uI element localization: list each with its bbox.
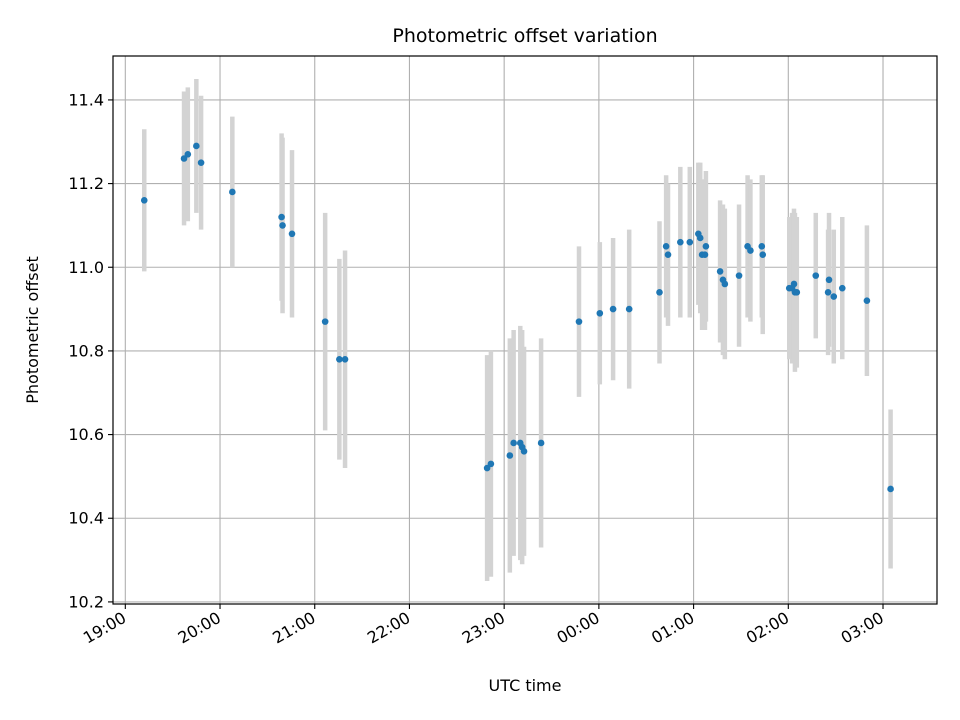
data-point xyxy=(793,289,801,296)
x-axis-label: UTC time xyxy=(489,676,562,695)
data-point xyxy=(520,448,528,455)
y-tick-label: 11.4 xyxy=(68,90,104,109)
data-point xyxy=(686,238,694,246)
data-point xyxy=(483,464,491,472)
data-point xyxy=(321,318,329,325)
y-axis-ticks: 10.2 10.4 10.6 10.8 11.0 11.2 11.4 xyxy=(68,90,113,611)
data-point xyxy=(506,452,514,459)
data-point xyxy=(575,318,583,325)
data-point xyxy=(735,272,743,279)
data-point xyxy=(812,272,820,279)
data-point xyxy=(662,243,670,250)
data-point xyxy=(824,289,832,296)
data-point xyxy=(625,305,633,313)
data-point xyxy=(838,284,846,292)
y-tick-label: 10.4 xyxy=(68,509,104,528)
y-tick-label: 10.2 xyxy=(68,592,104,611)
data-point xyxy=(140,197,148,204)
data-point xyxy=(825,276,833,284)
data-point xyxy=(701,251,709,259)
data-point xyxy=(279,222,286,229)
data-point xyxy=(887,485,894,493)
data-points xyxy=(140,142,894,493)
data-point xyxy=(596,309,604,317)
data-point xyxy=(716,268,724,275)
data-point xyxy=(184,151,192,158)
data-point xyxy=(341,355,349,363)
y-tick-label: 10.8 xyxy=(68,341,104,360)
y-tick-label: 10.6 xyxy=(68,425,104,444)
plot-frame xyxy=(112,55,938,605)
y-axis-label: Photometric offset xyxy=(23,256,42,404)
y-tick-label: 11.2 xyxy=(68,174,104,193)
data-point xyxy=(510,439,517,447)
data-point xyxy=(702,243,710,250)
data-point xyxy=(487,460,495,468)
y-tick-label: 11.0 xyxy=(68,258,104,277)
data-point xyxy=(830,293,838,300)
data-point xyxy=(758,243,766,250)
data-point xyxy=(278,213,285,221)
data-point xyxy=(180,155,188,162)
data-point xyxy=(696,234,704,242)
data-point xyxy=(656,289,663,296)
data-point xyxy=(664,251,672,259)
data-point xyxy=(229,188,236,196)
data-point xyxy=(537,439,545,447)
data-point xyxy=(759,251,767,259)
data-point xyxy=(197,159,205,166)
data-point xyxy=(721,280,729,288)
data-point xyxy=(747,247,754,254)
data-point xyxy=(790,280,798,288)
chart-title: Photometric offset variation xyxy=(392,25,657,47)
data-point xyxy=(288,230,296,238)
data-point xyxy=(677,238,684,246)
data-point xyxy=(863,297,871,305)
data-point xyxy=(609,305,617,313)
data-point xyxy=(193,142,200,150)
data-point xyxy=(336,355,343,363)
